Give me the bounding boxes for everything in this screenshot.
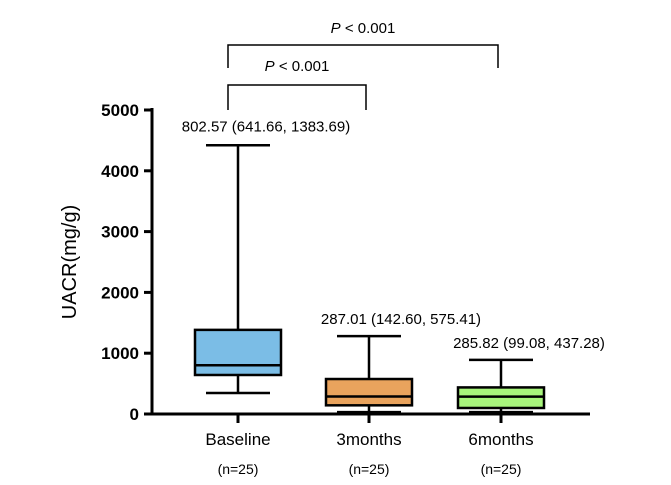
p-value-label: P < 0.001 [331,20,396,37]
y-tick-label: 2000 [101,283,139,302]
y-tick-label: 0 [130,405,139,424]
p-value-text: < 0.001 [341,20,396,37]
significance-bracket: P < 0.001 [227,20,499,68]
box-annotation: 285.82 (99.08, 437.28) [453,335,605,352]
p-symbol: P [265,58,275,75]
bracket-line [227,44,499,68]
axes: 0 1000 2000 3000 4000 5000 [101,101,590,424]
bracket-line [227,84,367,110]
n-label: (n=25) [481,461,522,477]
iqr-box [193,328,283,377]
y-axis-label: UACR(mg/g) [59,205,81,319]
x-tick-label: 6months [468,430,533,449]
p-value-label: P < 0.001 [265,58,330,75]
box-annotation: 287.01 (142.60, 575.41) [321,311,481,328]
y-tick-label: 4000 [101,162,139,181]
significance-bracket: P < 0.001 [227,58,367,110]
y-tick-label: 1000 [101,344,139,363]
y-tick-label: 5000 [101,101,139,120]
iqr-box [324,377,414,407]
n-label: (n=25) [218,461,259,477]
x-tick-label: 3months [336,430,401,449]
p-symbol: P [331,20,341,37]
y-tick-label: 3000 [101,223,139,242]
box-annotation: 802.57 (641.66, 1383.69) [182,118,350,135]
x-tick-label: Baseline [205,430,270,449]
n-label: (n=25) [349,461,390,477]
p-value-text: < 0.001 [275,58,330,75]
box-3months: 287.01 (142.60, 575.41) 3months (n=25) [321,311,481,477]
box-baseline: 802.57 (641.66, 1383.69) Baseline (n=25) [182,118,350,477]
box-6months: 285.82 (99.08, 437.28) 6months (n=25) [453,335,605,477]
